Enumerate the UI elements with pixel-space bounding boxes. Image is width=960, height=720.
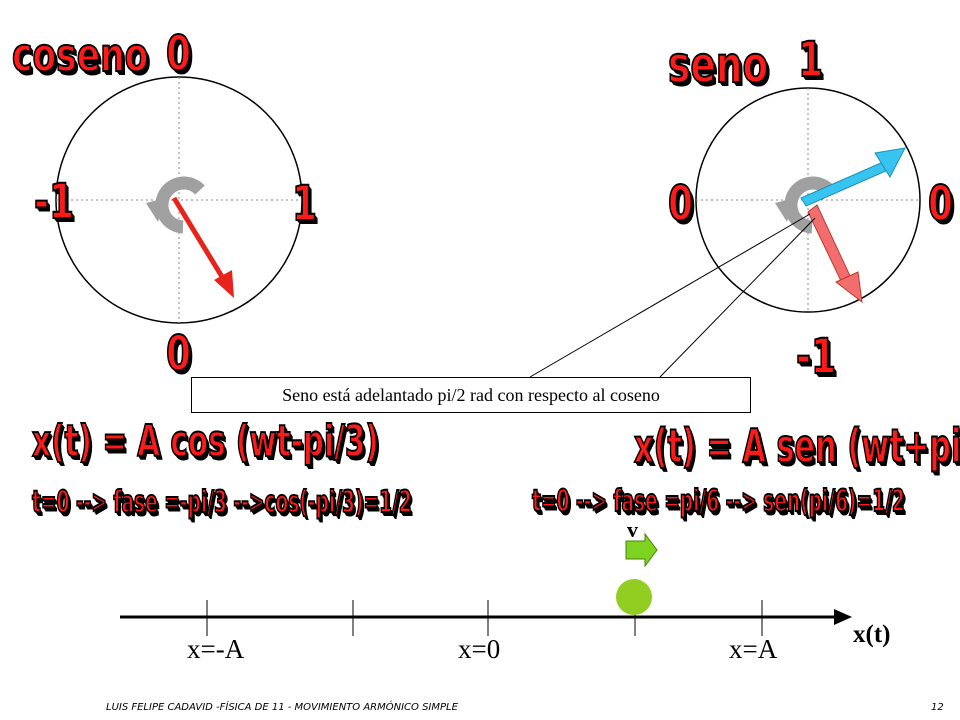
phase-callout: Seno está adelantado pi/2 rad con respec… <box>191 377 751 413</box>
left-bottom-value: 0 <box>165 326 192 382</box>
axis-name: x(t) <box>853 621 891 648</box>
callout-pointer-line-1 <box>529 213 811 378</box>
left-equation: x(t) = A cos (wt-pi/3) <box>31 416 379 467</box>
right-left-value: 0 <box>667 176 694 232</box>
label-x-neg-a: x=-A <box>187 634 245 664</box>
label-x-pos-a: x=A <box>729 634 778 664</box>
left-rotation-icon <box>146 176 205 234</box>
velocity-arrow <box>625 532 658 568</box>
left-top-value: 0 <box>165 26 192 82</box>
oscillating-ball <box>616 579 652 615</box>
right-equation-note: t=0 --> fase =pi/6 --> sen(pi/6)=1/2 <box>531 484 905 519</box>
right-cosine-phasor-arrow <box>807 204 863 304</box>
left-circle-title: coseno <box>11 28 149 82</box>
label-x-zero: x=0 <box>458 634 501 664</box>
x-axis <box>120 609 852 625</box>
right-rotation-icon <box>775 176 834 234</box>
velocity-label: v <box>627 517 638 542</box>
right-circle-title: seno <box>667 36 769 94</box>
callout-pointer-line-2 <box>659 217 816 378</box>
right-sine-phasor-arrow <box>800 147 906 207</box>
page-number: 12 <box>931 702 944 713</box>
right-equation: x(t) = A sen (wt+pi/6) <box>633 419 960 473</box>
footer-text: LUIS FELIPE CADAVID -FÍSICA DE 11 - MOVI… <box>106 702 458 713</box>
left-phasor-arrow <box>171 196 234 298</box>
left-left-value: -1 <box>33 174 75 230</box>
left-right-value: 1 <box>291 176 318 232</box>
right-bottom-value: -1 <box>795 329 837 385</box>
left-equation-note: t=0 --> fase =-pi/3 -->cos(-pi/3)=1/2 <box>31 485 412 520</box>
right-top-value: 1 <box>797 32 824 88</box>
right-right-value: 0 <box>927 176 954 232</box>
